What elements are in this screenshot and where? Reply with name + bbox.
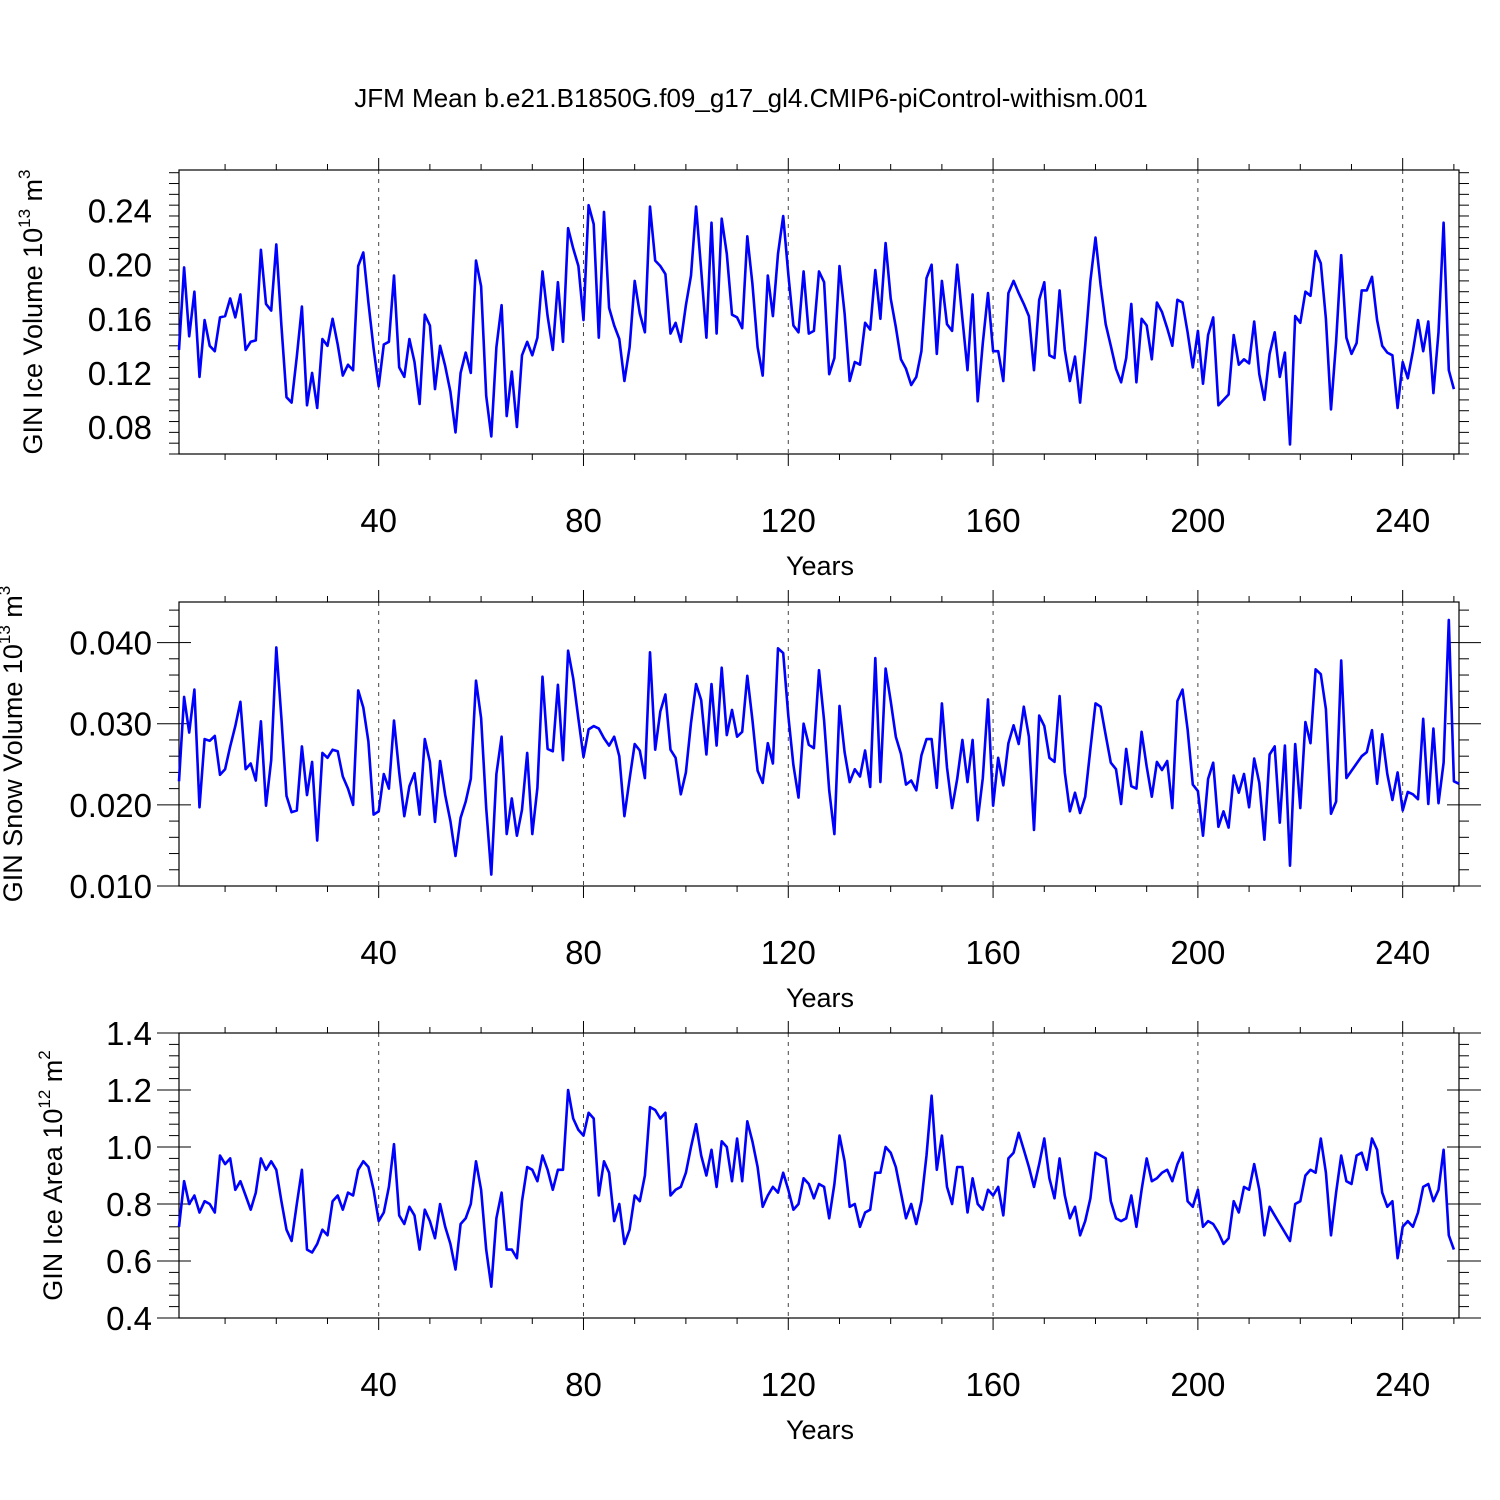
x-tick-label: 80: [565, 1366, 602, 1403]
chart-panels: 40 80 120 160 200 240 0.08 0.12 0.16 0.20 0.24 Year…: [0, 158, 1481, 1445]
x-tick-label: 160: [966, 1366, 1021, 1403]
y-tick-label: 1.2: [106, 1072, 152, 1109]
x-tick-label: 120: [761, 934, 816, 971]
x-tick-label: 240: [1375, 1366, 1430, 1403]
x-tick-label: 80: [565, 502, 602, 539]
series-line: [177, 203, 1456, 446]
x-tick-label: 240: [1375, 934, 1430, 971]
panel-3: 40 80 120 160 200 240 0.4 0.6 0.8 1.0 1.2 1.4 Years G…: [35, 1015, 1481, 1445]
y-axis-label: GIN Ice Volume 1013 m3: [15, 169, 48, 454]
x-tick-label: 200: [1170, 502, 1225, 539]
y-tick-label: 1.4: [106, 1015, 152, 1052]
x-tick-label: 40: [360, 1366, 397, 1403]
y-tick-label: 0.8: [106, 1186, 152, 1223]
panel-2: 40 80 120 160 200 240 0.010 0.020 0.030 0.040 Year…: [0, 586, 1481, 1013]
x-axis-label: Years: [786, 551, 854, 581]
x-tick-label: 120: [761, 1366, 816, 1403]
y-tick-label: 0.030: [69, 706, 152, 743]
x-tick-label: 160: [966, 934, 1021, 971]
x-tick-label: 160: [966, 502, 1021, 539]
y-tick-label: 1.0: [106, 1129, 152, 1166]
y-tick-label: 0.20: [88, 247, 152, 284]
y-tick-label: 0.040: [69, 625, 152, 662]
y-tick-label: 0.12: [88, 355, 152, 392]
chart-title: JFM Mean b.e21.B1850G.f09_g17_gl4.CMIP6-…: [354, 83, 1147, 113]
x-tick-label: 120: [761, 502, 816, 539]
y-tick-label: 0.16: [88, 301, 152, 338]
x-tick-label: 240: [1375, 502, 1430, 539]
plot-frame: [178, 1032, 1460, 1319]
x-axis-label: Years: [786, 983, 854, 1013]
x-tick-label: 200: [1170, 934, 1225, 971]
x-tick-label: 200: [1170, 1366, 1225, 1403]
y-tick-label: 0.08: [88, 409, 152, 446]
x-tick-label: 40: [360, 502, 397, 539]
y-axis-label: GIN Ice Area 1012 m2: [35, 1050, 68, 1301]
series-line: [177, 1088, 1456, 1288]
plot-frame: [178, 601, 1460, 887]
y-tick-label: 0.020: [69, 787, 152, 824]
y-tick-label: 0.4: [106, 1300, 152, 1337]
series-line: [177, 618, 1460, 876]
y-tick-label: 0.6: [106, 1243, 152, 1280]
x-tick-label: 40: [360, 934, 397, 971]
y-tick-label: 0.24: [88, 193, 152, 230]
y-axis-label: GIN Snow Volume 1013 m3: [0, 586, 28, 903]
y-tick-label: 0.010: [69, 868, 152, 905]
panel-1: 40 80 120 160 200 240 0.08 0.12 0.16 0.20 0.24 Year…: [15, 158, 1469, 581]
plot-frame: [178, 169, 1460, 455]
x-tick-label: 80: [565, 934, 602, 971]
x-axis-label: Years: [786, 1415, 854, 1445]
